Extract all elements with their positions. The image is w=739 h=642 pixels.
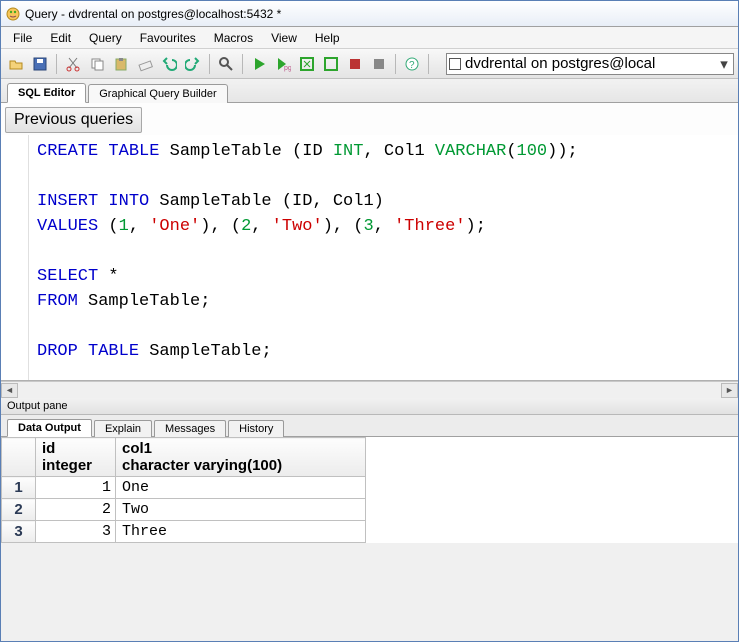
tab-data-output[interactable]: Data Output — [7, 419, 92, 437]
cut-icon[interactable] — [62, 53, 84, 75]
explain-icon[interactable] — [296, 53, 318, 75]
redo-icon[interactable] — [182, 53, 204, 75]
cell-col1[interactable]: One — [116, 477, 366, 499]
row-number: 2 — [2, 499, 36, 521]
scroll-right-icon[interactable]: ► — [721, 383, 738, 398]
previous-queries-dropdown[interactable]: Previous queries — [5, 107, 142, 133]
menu-help[interactable]: Help — [307, 29, 348, 47]
save-icon[interactable] — [29, 53, 51, 75]
editor-scrollbar-horizontal[interactable]: ◄ ► — [1, 381, 738, 398]
explain2-icon[interactable] — [320, 53, 342, 75]
cell-id[interactable]: 2 — [36, 499, 116, 521]
tab-messages[interactable]: Messages — [154, 420, 226, 437]
cancel-icon[interactable] — [344, 53, 366, 75]
table-header-row: id integer col1 character varying(100) — [2, 438, 366, 477]
copy-icon[interactable] — [86, 53, 108, 75]
sql-code[interactable]: CREATE TABLE SampleTable (ID INT, Col1 V… — [29, 135, 738, 380]
toolbar: pg ? dvdrental on postgres@local ▾ — [1, 49, 738, 79]
toolbar-separator — [395, 54, 396, 74]
column-header-id[interactable]: id integer — [36, 438, 116, 477]
row-number-header — [2, 438, 36, 477]
cell-col1[interactable]: Two — [116, 499, 366, 521]
cell-col1[interactable]: Three — [116, 521, 366, 543]
row-number: 1 — [2, 477, 36, 499]
window-title: Query - dvdrental on postgres@localhost:… — [25, 7, 281, 21]
menu-macros[interactable]: Macros — [206, 29, 261, 47]
table-row[interactable]: 3 3 Three — [2, 521, 366, 543]
toolbar-separator — [242, 54, 243, 74]
menu-query[interactable]: Query — [81, 29, 130, 47]
line-gutter — [1, 135, 29, 380]
paste-icon[interactable] — [110, 53, 132, 75]
result-table: id integer col1 character varying(100) 1… — [1, 437, 366, 543]
toolbar-separator — [56, 54, 57, 74]
menu-view[interactable]: View — [263, 29, 305, 47]
sql-editor[interactable]: CREATE TABLE SampleTable (ID INT, Col1 V… — [1, 135, 738, 381]
scroll-left-icon[interactable]: ◄ — [1, 383, 18, 398]
menu-bar: File Edit Query Favourites Macros View H… — [1, 27, 738, 49]
menu-edit[interactable]: Edit — [42, 29, 79, 47]
svg-text:pg: pg — [284, 65, 291, 72]
db-checkbox-icon — [449, 58, 461, 70]
find-icon[interactable] — [215, 53, 237, 75]
app-icon — [5, 6, 21, 22]
result-grid: id integer col1 character varying(100) 1… — [1, 437, 738, 543]
tab-history[interactable]: History — [228, 420, 284, 437]
stop-icon[interactable] — [368, 53, 390, 75]
tab-sql-editor[interactable]: SQL Editor — [7, 83, 86, 103]
tab-explain[interactable]: Explain — [94, 420, 152, 437]
column-header-col1[interactable]: col1 character varying(100) — [116, 438, 366, 477]
tab-graphical-query-builder[interactable]: Graphical Query Builder — [88, 84, 227, 103]
undo-icon[interactable] — [158, 53, 180, 75]
cell-id[interactable]: 3 — [36, 521, 116, 543]
cell-id[interactable]: 1 — [36, 477, 116, 499]
row-number: 3 — [2, 521, 36, 543]
execute-icon[interactable] — [248, 53, 270, 75]
output-tabbar: Data Output Explain Messages History — [1, 415, 738, 437]
toolbar-separator — [209, 54, 210, 74]
table-row[interactable]: 2 2 Two — [2, 499, 366, 521]
title-bar: Query - dvdrental on postgres@localhost:… — [1, 1, 738, 27]
previous-queries-label: Previous queries — [14, 111, 133, 128]
menu-favourites[interactable]: Favourites — [132, 29, 204, 47]
table-row[interactable]: 1 1 One — [2, 477, 366, 499]
database-selector-text: dvdrental on postgres@local — [465, 55, 717, 72]
previous-queries-row: Previous queries — [1, 103, 738, 135]
menu-file[interactable]: File — [5, 29, 40, 47]
editor-tabbar: SQL Editor Graphical Query Builder — [1, 79, 738, 103]
help-icon[interactable]: ? — [401, 53, 423, 75]
svg-text:?: ? — [409, 60, 415, 71]
execute-pgscript-icon[interactable]: pg — [272, 53, 294, 75]
toolbar-separator — [428, 54, 429, 74]
database-selector[interactable]: dvdrental on postgres@local ▾ — [446, 53, 734, 75]
open-icon[interactable] — [5, 53, 27, 75]
clear-icon[interactable] — [134, 53, 156, 75]
output-pane-label: Output pane — [1, 398, 738, 415]
chevron-down-icon: ▾ — [717, 55, 731, 73]
